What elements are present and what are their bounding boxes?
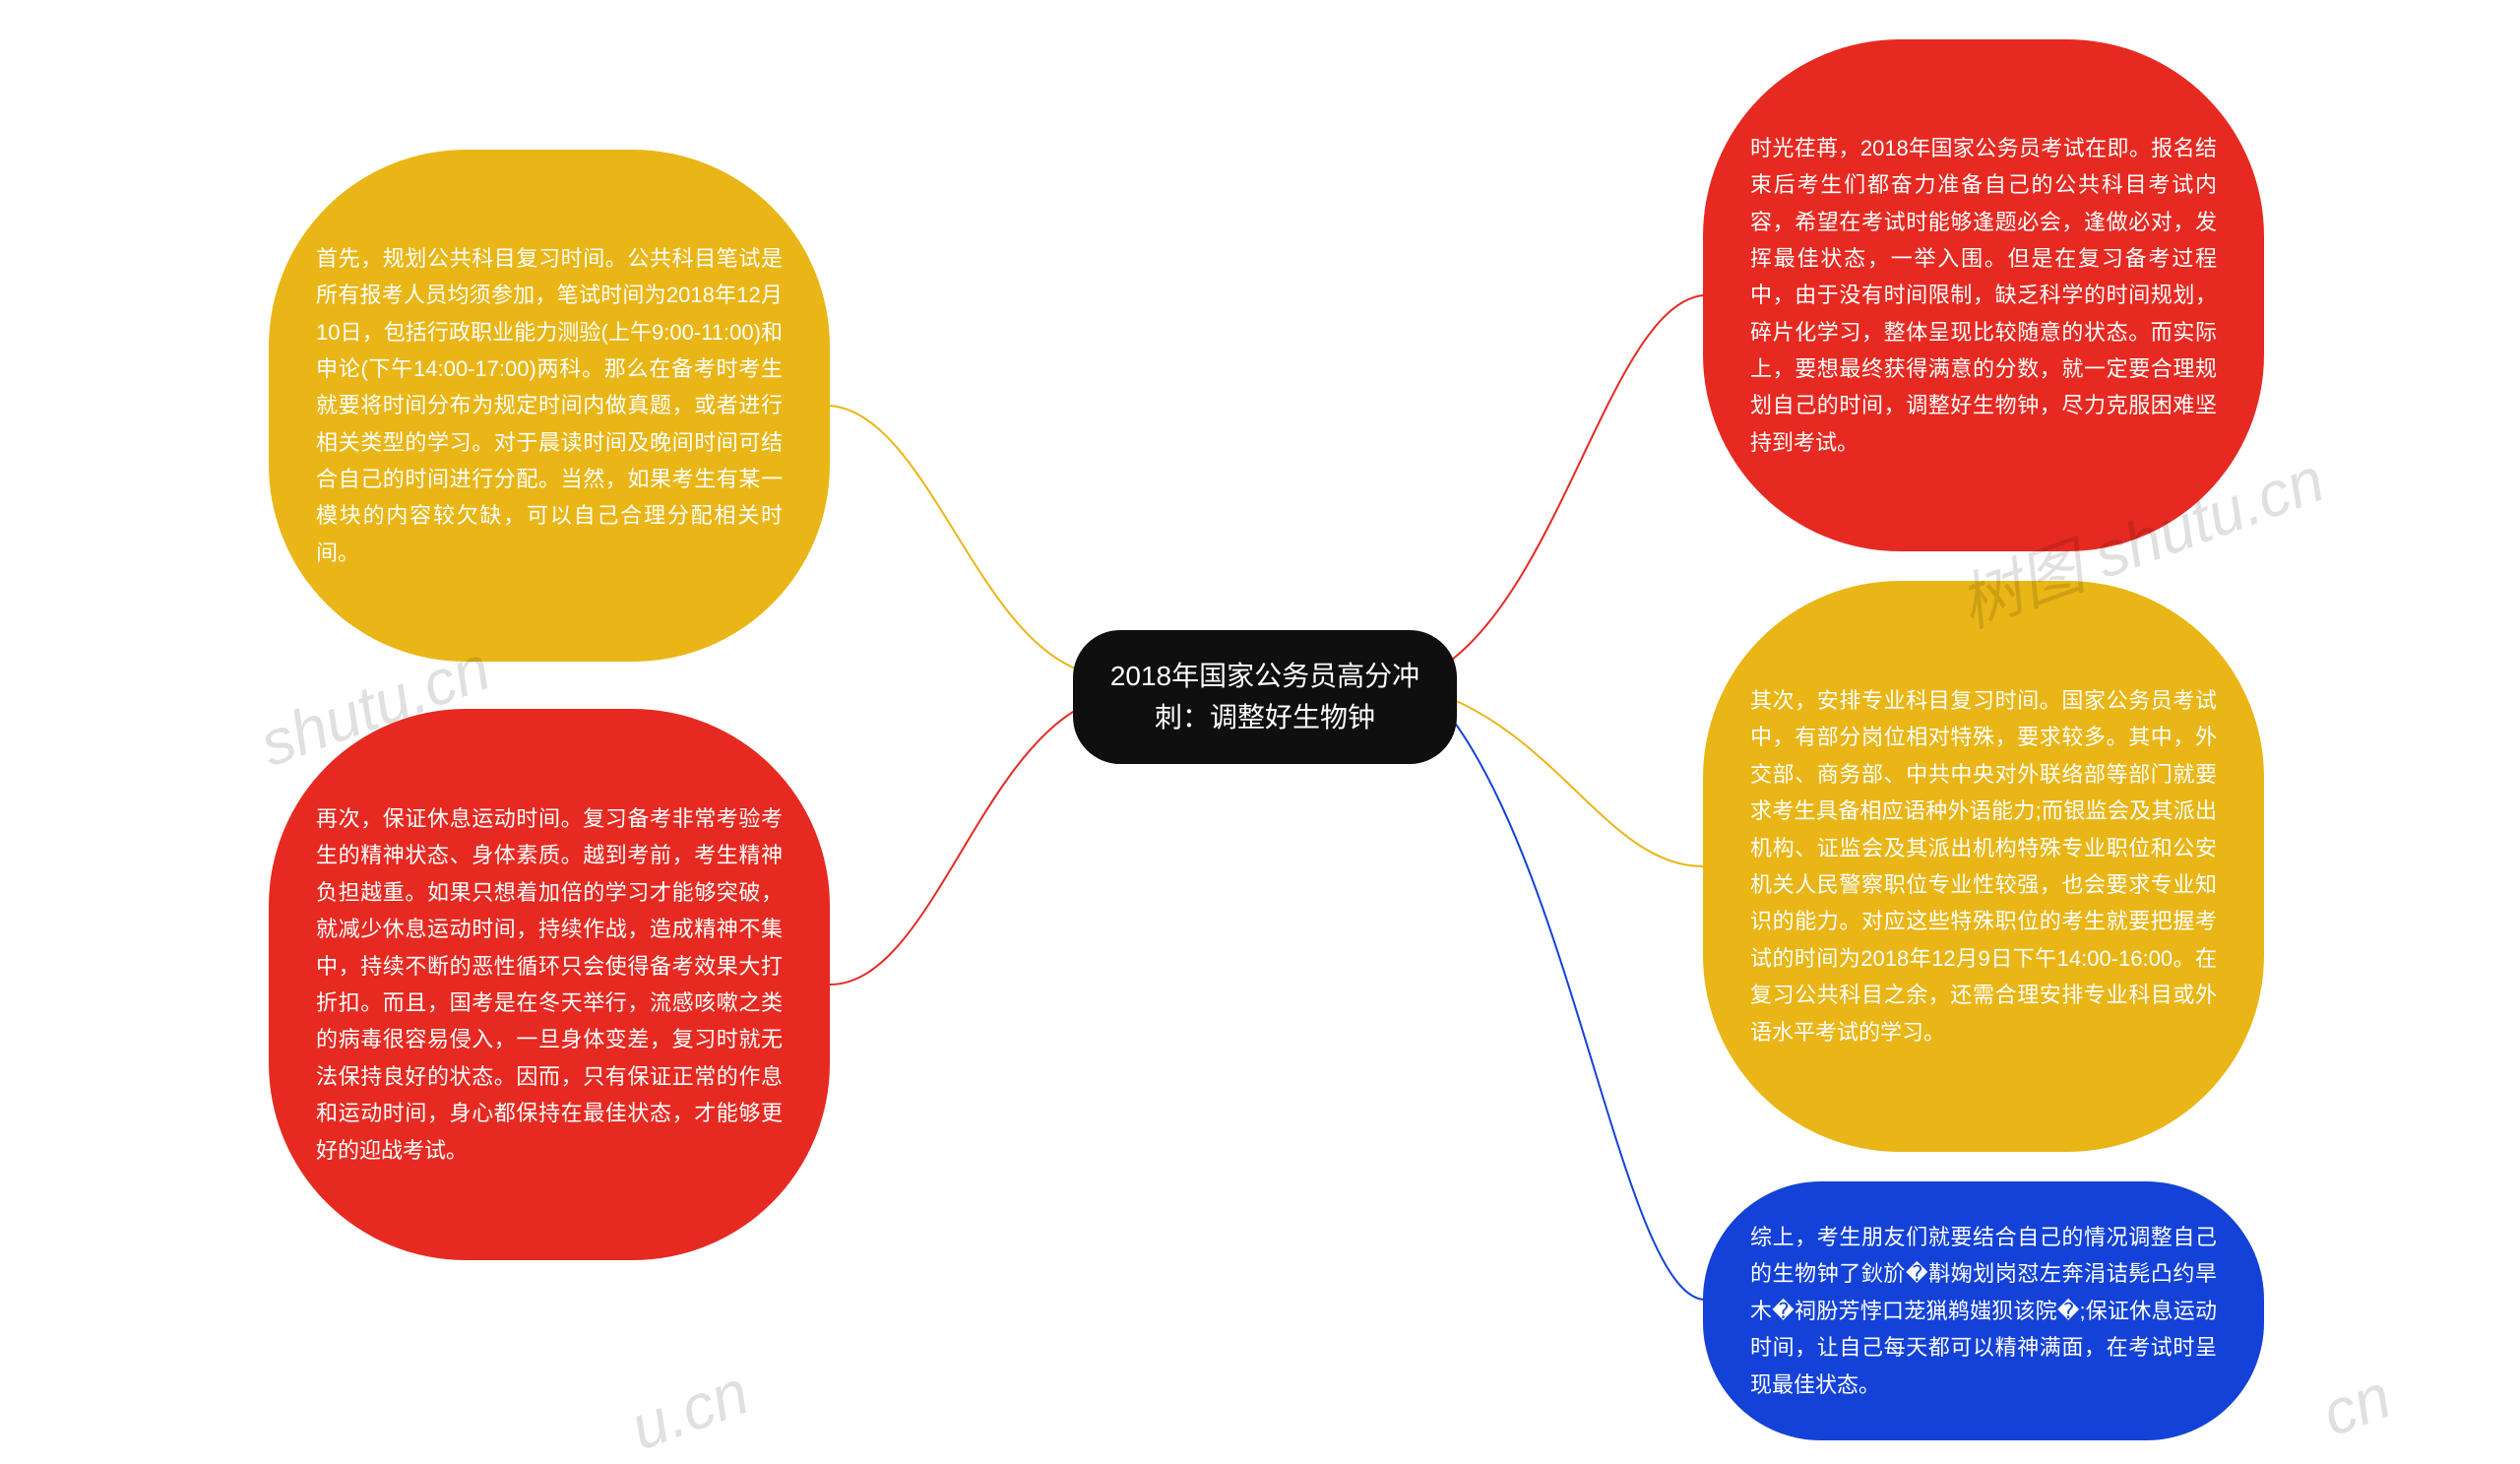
node-right-top[interactable]: 时光荏苒，2018年国家公务员考试在即。报名结束后考生们都奋力准备自己的公共科目… (1703, 39, 2264, 551)
watermark: cn (2312, 1360, 2400, 1451)
edge (1452, 719, 1703, 1300)
edge (1452, 295, 1703, 660)
watermark: u.cn (621, 1356, 758, 1464)
node-text: 再次，保证休息运动时间。复习备考非常考验考生的精神状态、身体素质。越到考前，考生… (316, 800, 783, 1169)
center-label: 2018年国家公务员高分冲刺：调整好生物钟 (1108, 656, 1421, 738)
node-text: 综上，考生朋友们就要结合自己的情况调整自己的生物钟了鈥斺�斠婅划岗怼左奔涓诘髡凸… (1750, 1219, 2217, 1403)
node-text: 时光荏苒，2018年国家公务员考试在即。报名结束后考生们都奋力准备自己的公共科目… (1750, 130, 2217, 462)
node-text: 首先，规划公共科目复习时间。公共科目笔试是所有报考人员均须参加，笔试时间为201… (316, 240, 783, 572)
mindmap-canvas: 2018年国家公务员高分冲刺：调整好生物钟 首先，规划公共科目复习时间。公共科目… (0, 0, 2520, 1397)
node-text: 其次，安排专业科目复习时间。国家公务员考试中，有部分岗位相对特殊，要求较多。其中… (1750, 682, 2217, 1050)
node-right-bottom[interactable]: 综上，考生朋友们就要结合自己的情况调整自己的生物钟了鈥斺�斠婅划岗怼左奔涓诘髡凸… (1703, 1181, 2264, 1440)
node-left-bottom[interactable]: 再次，保证休息运动时间。复习备考非常考验考生的精神状态、身体素质。越到考前，考生… (269, 709, 830, 1260)
edge (830, 406, 1078, 669)
node-left-top[interactable]: 首先，规划公共科目复习时间。公共科目笔试是所有报考人员均须参加，笔试时间为201… (269, 150, 830, 662)
center-node[interactable]: 2018年国家公务员高分冲刺：调整好生物钟 (1073, 630, 1457, 764)
edge (830, 709, 1078, 985)
edge (1452, 699, 1703, 866)
node-right-mid[interactable]: 其次，安排专业科目复习时间。国家公务员考试中，有部分岗位相对特殊，要求较多。其中… (1703, 581, 2264, 1152)
